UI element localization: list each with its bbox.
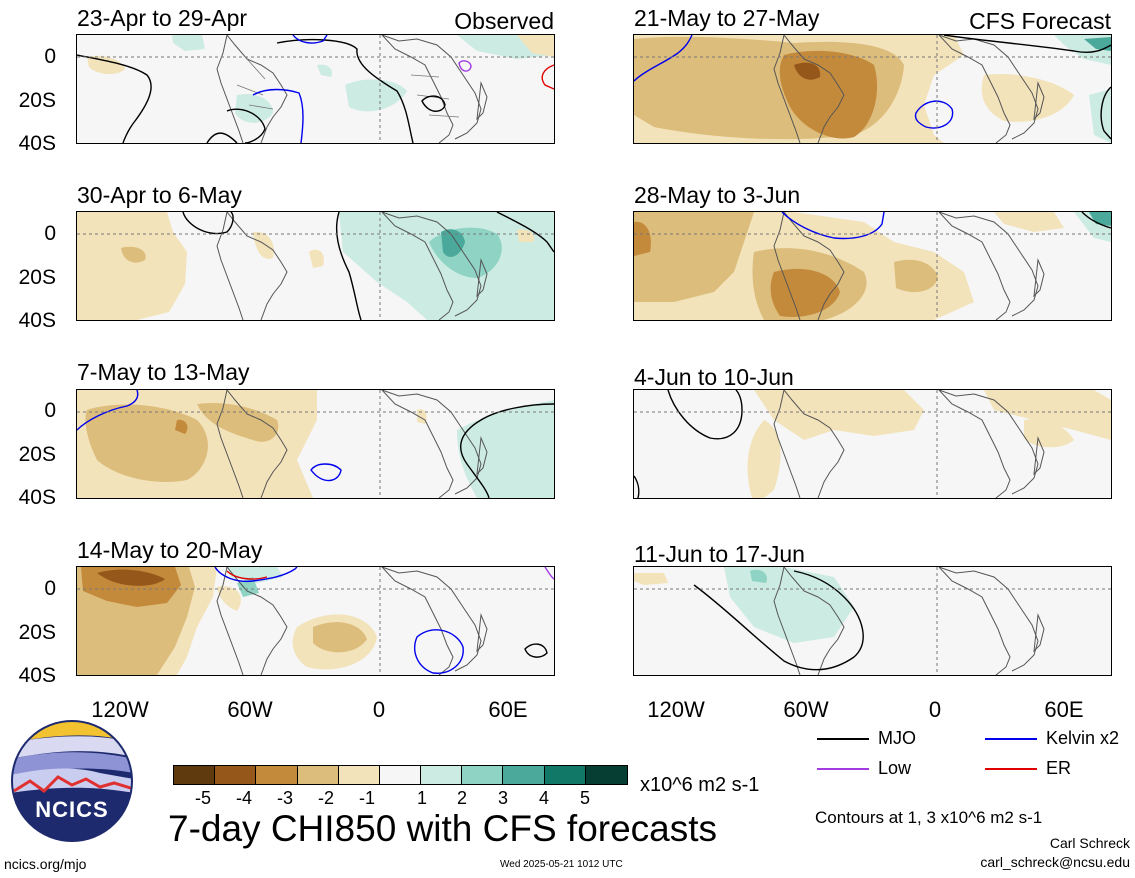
x-label-60w: 60W [227,697,273,722]
y-label-20s: 20S [18,621,56,644]
colorbar-label: 3 [497,788,508,808]
y-label-20s: 20S [18,89,56,112]
contour-note: Contours at 1, 3 x10^6 m2 s-1 [815,808,1043,827]
colorbar-swatch [503,766,545,784]
timestamp: Wed 2025-05-21 1012 UTC [500,859,623,870]
legend-er-line [985,768,1037,770]
colorbar-label: -3 [276,788,293,808]
logo-text: NCICS [35,797,109,822]
legend-kelvin-line [985,738,1037,740]
legend-kelvin-label: Kelvin x2 [1046,728,1120,748]
colorbar-label: 1 [416,788,427,808]
x-label-60e: 60E [488,697,528,722]
panel-3-title: 7-May to 13-May [77,359,250,385]
colorbar-label: 5 [579,788,590,808]
x-label-120w: 120W [91,697,149,722]
colorbar-swatch [462,766,504,784]
colorbar-label: -4 [235,788,252,808]
x-label-60w: 60W [783,697,829,722]
colorbar-swatch [585,766,627,784]
colorbar-swatch [379,766,422,784]
map-panel-5 [633,34,1112,144]
website-link[interactable]: ncics.org/mjo [4,856,87,872]
y-label-20s: 20S [18,443,56,466]
y-label-40s: 40S [18,309,56,332]
x-label-60e: 60E [1044,697,1084,722]
y-label-40s: 40S [18,132,56,155]
main-title: 7-day CHI850 with CFS forecasts [168,808,718,849]
panel-8-title: 11-Jun to 17-Jun [634,541,805,567]
map-panel-2 [76,211,555,321]
panel-6-title: 28-May to 3-Jun [634,182,801,208]
map-panel-6 [633,211,1112,321]
panel-5-title: 21-May to 27-May [634,5,820,31]
ncics-logo: NCICS [10,713,134,849]
y-label-40s: 40S [18,664,56,687]
y-label-20s: 20S [18,266,56,289]
colorbar-swatch [297,766,339,784]
panel-1-title: 23-Apr to 29-Apr [77,5,248,31]
map-panel-3 [76,389,555,499]
legend-low-line [817,768,869,770]
legend-mjo-label: MJO [878,728,916,748]
colorbar-swatch [338,766,380,784]
author: Carl Schreck [1049,835,1130,851]
map-panel-1 [76,34,555,144]
colorbar [173,765,628,785]
colorbar-label: -5 [194,788,211,808]
colorbar-label: -1 [358,788,375,808]
panel-7-title: 4-Jun to 10-Jun [634,364,794,390]
x-label-120w: 120W [647,697,705,722]
colorbar-swatch [544,766,586,784]
panel-5-tag: CFS Forecast [969,8,1111,34]
colorbar-swatch [256,766,298,784]
y-label-0: 0 [44,45,56,68]
colorbar-swatch [421,766,463,784]
map-panel-4 [76,566,555,676]
map-panel-7 [633,389,1112,499]
legend-mjo-line [817,738,869,740]
legend-low-label: Low [878,758,912,778]
author-email[interactable]: carl_schreck@ncsu.edu [980,854,1130,870]
colorbar-label: 4 [538,788,549,808]
panel-2-title: 30-Apr to 6-May [77,182,242,208]
y-label-0: 0 [44,399,56,422]
map-panel-8 [633,566,1112,676]
legend-er-label: ER [1046,758,1072,778]
colorbar-label: -2 [317,788,334,808]
y-label-40s: 40S [18,486,56,509]
colorbar-swatch [174,766,216,784]
panel-1-tag: Observed [454,8,554,34]
colorbar-swatch [215,766,257,784]
colorbar-units: x10^6 m2 s-1 [640,774,760,796]
colorbar-label: 2 [456,788,467,808]
panel-4-title: 14-May to 20-May [77,537,263,563]
x-label-0: 0 [928,697,942,722]
x-label-0: 0 [372,697,386,722]
y-label-0: 0 [44,577,56,600]
y-label-0: 0 [44,222,56,245]
